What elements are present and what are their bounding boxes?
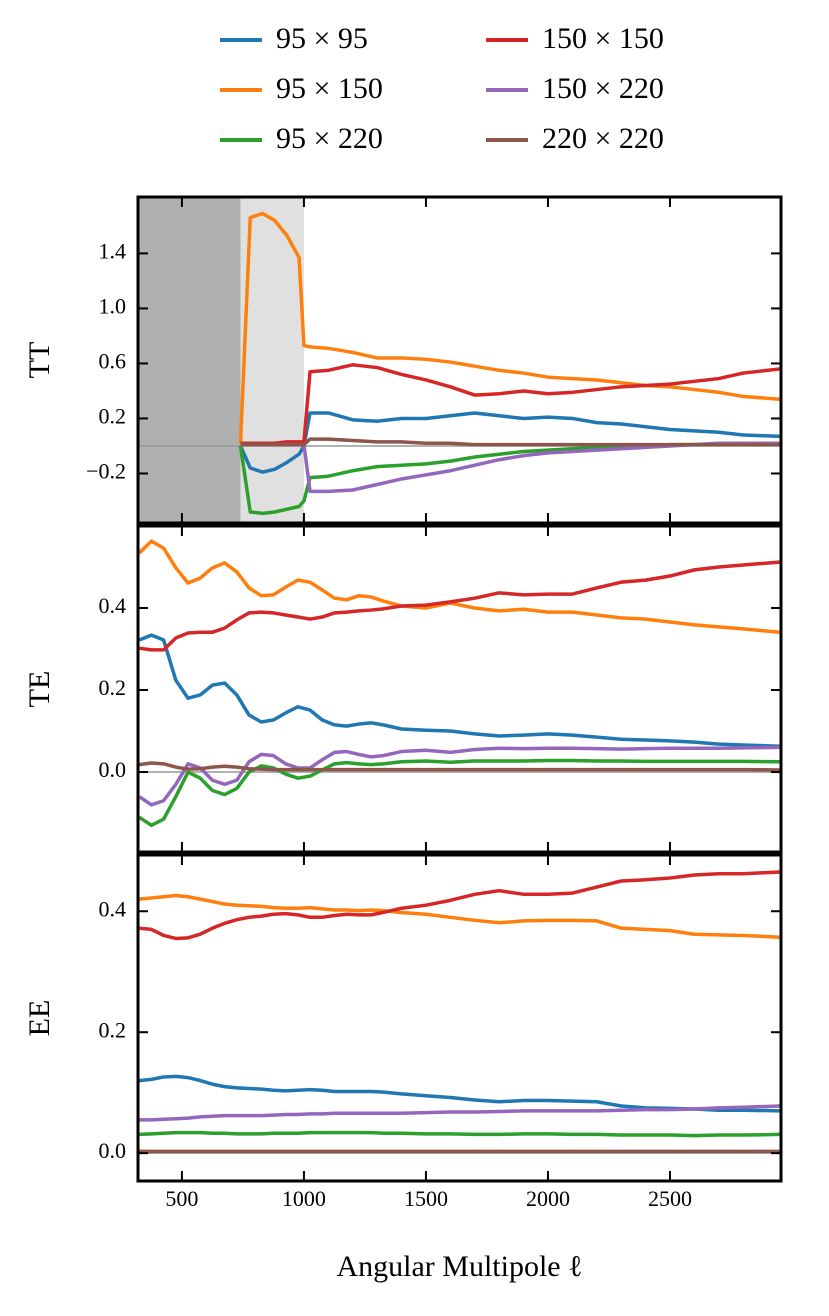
x-tick-label: 1000 bbox=[282, 1186, 326, 1211]
y-axis-label: EE bbox=[23, 1000, 56, 1037]
series-line bbox=[138, 633, 780, 748]
series-line bbox=[138, 560, 780, 652]
series-line bbox=[138, 539, 780, 634]
series-line bbox=[240, 441, 780, 494]
series-line bbox=[139, 1074, 780, 1113]
series-line bbox=[238, 211, 780, 444]
x-tick-label: 2000 bbox=[526, 1186, 570, 1211]
y-tick-label: 0.4 bbox=[99, 593, 127, 618]
plot-area bbox=[138, 539, 781, 828]
legend-label: 150 × 220 bbox=[542, 72, 664, 105]
y-axis-label: TT bbox=[23, 342, 56, 379]
panel-frame bbox=[136, 524, 783, 854]
series-line bbox=[240, 363, 780, 445]
series-line bbox=[238, 442, 780, 516]
series-line bbox=[139, 870, 780, 941]
plot-area bbox=[138, 870, 781, 1154]
x-tick-label: 1500 bbox=[404, 1186, 448, 1211]
x-axis-label: Angular Multipole ℓ bbox=[336, 1250, 582, 1283]
y-tick-label: 1.0 bbox=[99, 293, 127, 318]
x-tick-label: 2500 bbox=[648, 1186, 692, 1211]
y-tick-label: −0.2 bbox=[86, 459, 126, 484]
y-tick-label: 0.0 bbox=[99, 1138, 127, 1163]
y-tick-label: 0.0 bbox=[99, 757, 127, 782]
series-line bbox=[138, 758, 780, 828]
y-tick-label: 0.2 bbox=[99, 1017, 127, 1042]
panel-frame bbox=[136, 195, 783, 525]
y-tick-label: 0.2 bbox=[99, 404, 127, 429]
legend-label: 95 × 95 bbox=[276, 22, 368, 55]
y-tick-label: 0.4 bbox=[99, 896, 127, 921]
legend-label: 95 × 220 bbox=[276, 122, 383, 155]
series-line bbox=[139, 893, 780, 940]
series-line bbox=[139, 1104, 780, 1122]
series-line bbox=[238, 411, 780, 474]
legend-label: 220 × 220 bbox=[542, 122, 664, 155]
plot-area bbox=[138, 197, 781, 523]
series-line bbox=[139, 1130, 780, 1138]
shaded-region bbox=[138, 197, 241, 523]
legend-label: 95 × 150 bbox=[276, 72, 383, 105]
series-line bbox=[138, 761, 780, 772]
series-line bbox=[138, 745, 780, 807]
y-tick-label: 1.4 bbox=[99, 238, 127, 263]
y-axis-label: TE bbox=[23, 671, 56, 708]
series-line bbox=[240, 437, 780, 447]
legend-label: 150 × 150 bbox=[542, 22, 664, 55]
y-tick-label: 0.2 bbox=[99, 675, 127, 700]
x-tick-label: 500 bbox=[165, 1186, 198, 1211]
y-tick-label: 0.6 bbox=[99, 348, 127, 373]
panel-frame bbox=[136, 853, 783, 1183]
